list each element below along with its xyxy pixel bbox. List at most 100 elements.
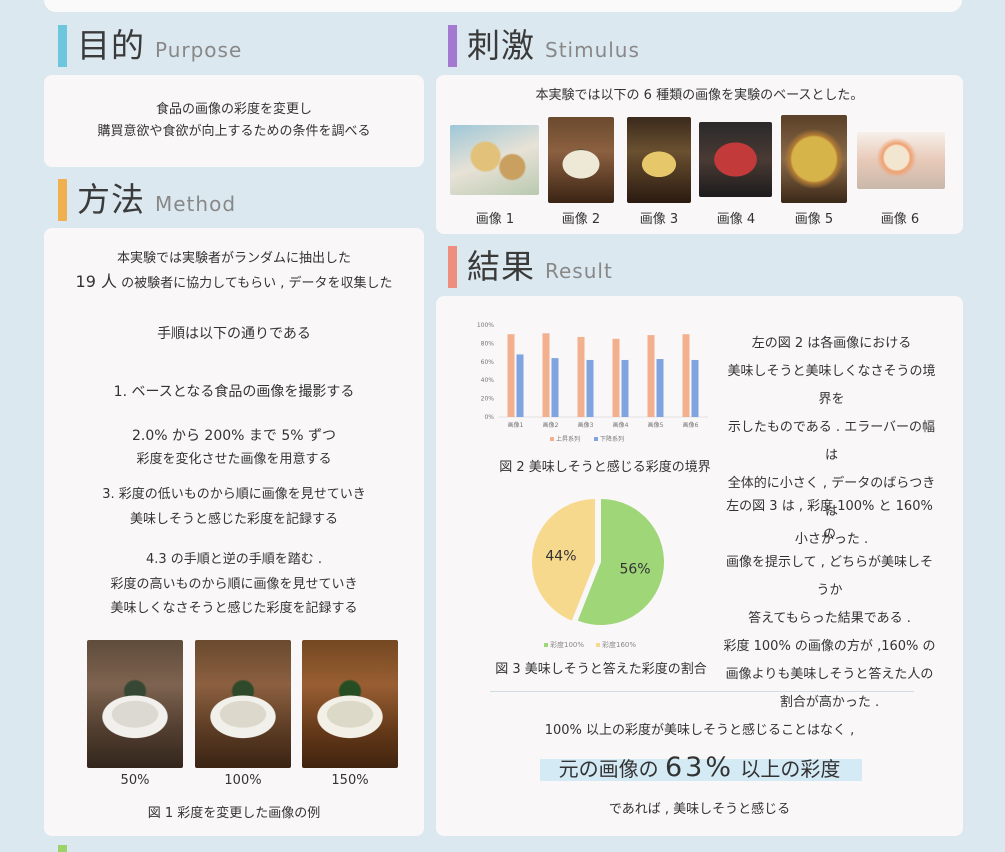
result-title-jp: 結果 <box>467 247 535 286</box>
bar-down <box>586 359 594 417</box>
stimulus-image-4 <box>699 122 772 197</box>
purpose-title-jp: 目的 <box>77 26 145 65</box>
stimulus-image-6 <box>857 132 945 189</box>
stimulus-label-3: 画像 3 <box>639 212 679 227</box>
fig3-text-line: 画像よりも美味しそうと答えた人の <box>725 667 934 682</box>
purpose-line1: 食品の画像の彩度を変更し <box>155 102 312 117</box>
bar-down <box>516 354 524 417</box>
bar-down <box>691 359 699 417</box>
stimulus-card: 本実験では以下の 6 種類の画像を実験のベースとした。 画像 1 画像 2 画像… <box>436 75 963 234</box>
bar-up <box>542 333 550 417</box>
method-photo-100 <box>195 640 291 768</box>
bar-up <box>577 336 585 417</box>
conclusion-line1: 100% 以上の彩度が美味しそうと感じることはなく , <box>544 723 855 738</box>
bar-down <box>656 359 664 417</box>
fig2-text-line: 全体的に小さく , データのばらつきは <box>727 476 936 519</box>
fig3-text-line: 左の図 3 は , 彩度 100% と 160% の <box>726 499 933 542</box>
bar-chart: 0% 20% 40% 60% 80% 100% 画像1 画像2 画像3 画像4 画像5 画像6 上昇系列… <box>477 322 708 443</box>
fig3-text-line: 画像を提示して , どちらが美味しそうか <box>725 555 933 598</box>
stimulus-label-2: 画像 2 <box>561 212 601 227</box>
legend-swatch <box>596 643 600 647</box>
x-tick-label: 画像5 <box>648 421 664 429</box>
stimulus-label-4: 画像 4 <box>716 212 756 227</box>
fig2-caption: 図 2 美味しそうと感じる彩度の境界 <box>499 460 711 475</box>
top-banner-edge <box>44 0 962 12</box>
fig3-text-line: 割合が高かった . <box>779 695 880 710</box>
method-photo-label-100: 100% <box>224 773 262 788</box>
x-tick-label: 画像3 <box>578 421 594 429</box>
stimulus-intro: 本実験では以下の 6 種類の画像を実験のベースとした。 <box>535 88 864 103</box>
y-tick-label: 60% <box>481 359 495 366</box>
fig3-caption: 図 3 美味しそうと答えた彩度の割合 <box>495 662 707 677</box>
result-heading: 結果 Result <box>448 245 613 289</box>
result-accent-bar <box>448 246 457 288</box>
method-procedure-title: 手順は以下の通りである <box>157 326 311 342</box>
result-divider <box>490 691 914 692</box>
method-step4c: 美味しくなさそうと感じた彩度を記録する <box>110 601 358 616</box>
fig2-text-line: 美味しそうと美味しくなさそうの境界を <box>727 364 936 407</box>
method-step4b: 彩度の高いものから順に画像を見せていき <box>110 577 358 592</box>
conclusion-line2: 元の画像の 63% 以上の彩度 <box>436 752 963 785</box>
legend-swatch <box>550 437 554 441</box>
method-photo-label-150: 150% <box>331 773 369 788</box>
method-step3b: 美味しそうと感じた彩度を記録する <box>129 512 338 527</box>
purpose-accent-bar <box>58 25 67 67</box>
conclusion-post: 以上の彩度 <box>740 757 841 781</box>
bar-up <box>612 338 620 417</box>
stimulus-title-en: Stimulus <box>545 38 640 62</box>
stimulus-heading: 刺激 Stimulus <box>448 24 640 68</box>
result-card <box>436 296 963 836</box>
conclusion-highlight <box>540 759 862 781</box>
conclusion-percent: 63% <box>664 752 734 783</box>
stimulus-label-5: 画像 5 <box>794 212 834 227</box>
purpose-heading: 目的 Purpose <box>58 24 242 68</box>
bar-down <box>551 358 559 417</box>
stimulus-image-3 <box>627 117 691 203</box>
conclusion-line3: であれば , 美味しそうと感じる <box>608 802 791 817</box>
stimulus-title-jp: 刺激 <box>467 26 535 65</box>
pie-slice <box>577 499 664 625</box>
x-tick-label: 画像1 <box>508 421 524 429</box>
method-step2a: 2.0% から 200% まで 5% ずつ <box>131 428 337 444</box>
stimulus-label-1: 画像 1 <box>475 212 515 227</box>
fig1-caption: 図 1 彩度を変更した画像の例 <box>147 806 321 821</box>
legend-label: 下降系列 <box>600 435 624 443</box>
y-tick-label: 0% <box>484 414 494 421</box>
x-tick-label: 画像4 <box>613 421 629 429</box>
method-title-en: Method <box>155 192 237 216</box>
legend-label: 彩度160% <box>602 640 636 649</box>
conclusion-pre: 元の画像の <box>558 757 659 781</box>
y-tick-label: 20% <box>481 396 495 403</box>
purpose-card: 食品の画像の彩度を変更し 購買意欲や食欲が向上するための条件を調べる <box>44 75 424 167</box>
legend-label: 彩度100% <box>550 640 584 649</box>
legend-swatch <box>594 437 598 441</box>
fig2-description: 左の図 2 は各画像における 美味しそうと美味しくなさそうの境界を 示したもので… <box>724 330 939 554</box>
method-photo-label-50: 50% <box>120 773 150 788</box>
fig2-text-line: 示したものである . エラーバーの幅は <box>727 420 936 463</box>
method-heading: 方法 Method <box>58 178 236 222</box>
purpose-title-en: Purpose <box>155 38 243 62</box>
pie-value-label: 44% <box>545 549 576 565</box>
legend-label: 上昇系列 <box>556 435 580 443</box>
bar-up <box>507 334 515 417</box>
stimulus-image-2 <box>548 117 614 203</box>
method-intro1: 本実験では実験者がランダムに抽出した <box>116 251 351 266</box>
fig2-text-line: 左の図 2 は各画像における <box>751 336 912 351</box>
fig3-description: 左の図 3 は , 彩度 100% と 160% の 画像を提示して , どちら… <box>722 493 937 717</box>
bar-down <box>621 359 629 417</box>
legend-swatch <box>544 643 548 647</box>
bar-up <box>647 335 655 417</box>
method-participant-count: 19 人 <box>75 272 117 291</box>
fig2-text-line: 小さかった . <box>794 532 869 547</box>
method-step3a: 3. 彩度の低いものから順に画像を見せていき <box>102 487 366 502</box>
bar-up <box>682 334 690 417</box>
method-photo-150 <box>302 640 398 768</box>
stimulus-image-5 <box>781 115 847 203</box>
x-tick-label: 画像2 <box>543 421 559 429</box>
pie-slice <box>532 499 595 621</box>
fig3-text-line: 答えてもらった結果である . <box>748 611 911 626</box>
method-step4a: 4.3 の手順と逆の手順を踏む . <box>145 552 323 567</box>
method-intro2: 19 人 の被験者に協力してもらい , データを収集した <box>44 271 424 295</box>
result-title-en: Result <box>545 259 613 283</box>
y-tick-label: 100% <box>477 322 494 329</box>
